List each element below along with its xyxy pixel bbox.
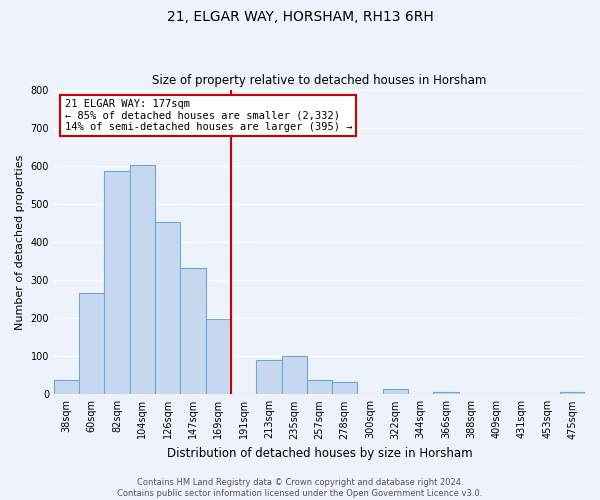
Bar: [332, 382, 358, 394]
Bar: [560, 392, 585, 394]
Bar: [256, 360, 281, 394]
Bar: [181, 268, 206, 394]
Bar: [307, 380, 332, 394]
Bar: [281, 356, 307, 395]
Bar: [54, 380, 79, 394]
Text: 21 ELGAR WAY: 177sqm
← 85% of detached houses are smaller (2,332)
14% of semi-de: 21 ELGAR WAY: 177sqm ← 85% of detached h…: [65, 98, 352, 132]
Y-axis label: Number of detached properties: Number of detached properties: [15, 154, 25, 330]
Bar: [155, 222, 181, 394]
X-axis label: Distribution of detached houses by size in Horsham: Distribution of detached houses by size …: [167, 447, 472, 460]
Text: Contains HM Land Registry data © Crown copyright and database right 2024.
Contai: Contains HM Land Registry data © Crown c…: [118, 478, 482, 498]
Bar: [433, 392, 458, 394]
Bar: [383, 390, 408, 394]
Bar: [104, 172, 130, 394]
Bar: [79, 294, 104, 394]
Text: 21, ELGAR WAY, HORSHAM, RH13 6RH: 21, ELGAR WAY, HORSHAM, RH13 6RH: [167, 10, 433, 24]
Title: Size of property relative to detached houses in Horsham: Size of property relative to detached ho…: [152, 74, 487, 87]
Bar: [130, 164, 155, 394]
Bar: [206, 320, 231, 394]
